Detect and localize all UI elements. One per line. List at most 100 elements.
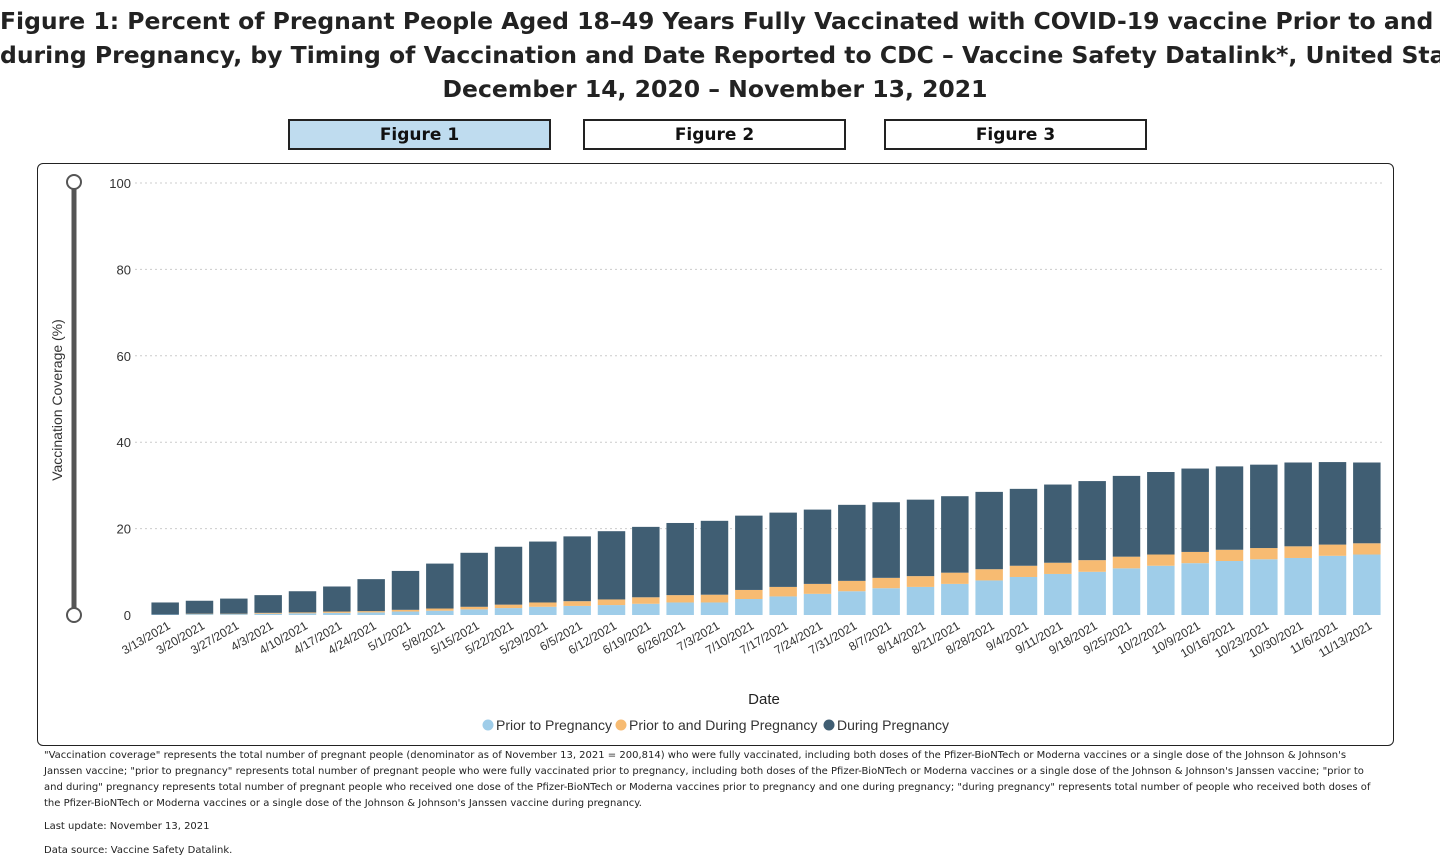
bar-prior-to-pregnancy[interactable] (323, 612, 351, 615)
bar-prior-and-during-pregnancy[interactable] (838, 580, 866, 592)
bar-prior-and-during-pregnancy[interactable] (494, 604, 523, 609)
bar-during-pregnancy[interactable] (426, 563, 454, 609)
bar-prior-to-pregnancy[interactable] (288, 613, 317, 615)
bar-prior-and-during-pregnancy[interactable] (1112, 556, 1141, 569)
bar-during-pregnancy[interactable] (735, 515, 763, 590)
bar-prior-to-pregnancy[interactable] (1284, 557, 1312, 615)
bar-during-pregnancy[interactable] (700, 520, 729, 595)
bar-prior-and-during-pregnancy[interactable] (1353, 543, 1381, 555)
bar-prior-to-pregnancy[interactable] (838, 591, 866, 615)
bar-prior-and-during-pregnancy[interactable] (563, 601, 591, 606)
bar-prior-and-during-pregnancy[interactable] (1284, 546, 1312, 558)
bar-prior-and-during-pregnancy[interactable] (288, 612, 317, 614)
bar-prior-and-during-pregnancy[interactable] (632, 597, 660, 604)
bar-during-pregnancy[interactable] (1078, 481, 1106, 561)
bar-during-pregnancy[interactable] (288, 591, 317, 613)
bar-prior-to-pregnancy[interactable] (1147, 565, 1175, 615)
bar-prior-and-during-pregnancy[interactable] (460, 606, 488, 610)
bar-prior-and-during-pregnancy[interactable] (254, 612, 282, 614)
bar-prior-and-during-pregnancy[interactable] (426, 608, 454, 611)
bar-during-pregnancy[interactable] (1284, 462, 1312, 547)
bar-during-pregnancy[interactable] (494, 546, 523, 605)
bar-prior-to-pregnancy[interactable] (1044, 573, 1072, 615)
bar-prior-to-pregnancy[interactable] (1078, 571, 1106, 615)
bar-prior-to-pregnancy[interactable] (941, 583, 969, 615)
bar-during-pregnancy[interactable] (769, 512, 797, 587)
bar-prior-to-pregnancy[interactable] (632, 603, 660, 615)
bar-during-pregnancy[interactable] (1353, 462, 1381, 544)
bar-prior-to-pregnancy[interactable] (769, 596, 797, 615)
bar-during-pregnancy[interactable] (1181, 468, 1209, 552)
bar-during-pregnancy[interactable] (254, 595, 282, 613)
bar-during-pregnancy[interactable] (975, 491, 1003, 570)
bar-during-pregnancy[interactable] (906, 499, 935, 577)
bar-during-pregnancy[interactable] (185, 600, 214, 614)
bar-during-pregnancy[interactable] (1112, 475, 1141, 557)
bar-prior-and-during-pregnancy[interactable] (700, 594, 729, 603)
bar-prior-to-pregnancy[interactable] (597, 605, 626, 615)
bar-prior-to-pregnancy[interactable] (975, 580, 1003, 615)
bar-prior-and-during-pregnancy[interactable] (941, 572, 969, 584)
bar-prior-to-pregnancy[interactable] (1181, 563, 1209, 615)
bar-prior-and-during-pregnancy[interactable] (906, 576, 935, 587)
bar-prior-to-pregnancy[interactable] (872, 588, 900, 615)
bar-prior-to-pregnancy[interactable] (666, 602, 694, 615)
bar-during-pregnancy[interactable] (632, 526, 660, 598)
bar-prior-and-during-pregnancy[interactable] (529, 602, 557, 607)
bar-during-pregnancy[interactable] (1044, 484, 1072, 563)
bar-during-pregnancy[interactable] (151, 602, 179, 615)
bar-prior-to-pregnancy[interactable] (735, 599, 763, 615)
legend-item-during[interactable]: During Pregnancy (823, 717, 950, 733)
bar-during-pregnancy[interactable] (1318, 462, 1347, 545)
bar-during-pregnancy[interactable] (460, 552, 488, 607)
bar-prior-and-during-pregnancy[interactable] (1318, 544, 1347, 556)
bar-prior-to-pregnancy[interactable] (529, 606, 557, 615)
tab-figure-1[interactable]: Figure 1 (288, 119, 551, 150)
bar-during-pregnancy[interactable] (1147, 472, 1175, 555)
bar-prior-to-pregnancy[interactable] (1112, 568, 1141, 615)
bar-prior-to-pregnancy[interactable] (185, 614, 214, 615)
legend-item-prior-and-during[interactable]: Prior to and During Pregnancy (615, 717, 818, 733)
bar-prior-to-pregnancy[interactable] (700, 602, 729, 615)
bar-during-pregnancy[interactable] (1250, 464, 1278, 549)
tab-figure-2[interactable]: Figure 2 (583, 119, 846, 150)
bar-prior-and-during-pregnancy[interactable] (357, 611, 385, 613)
bar-prior-and-during-pregnancy[interactable] (1009, 565, 1038, 577)
bar-prior-to-pregnancy[interactable] (563, 605, 591, 615)
bar-during-pregnancy[interactable] (323, 586, 351, 612)
bar-prior-and-during-pregnancy[interactable] (1147, 554, 1175, 566)
bar-during-pregnancy[interactable] (941, 496, 969, 573)
bar-prior-and-during-pregnancy[interactable] (803, 583, 832, 594)
bar-prior-to-pregnancy[interactable] (391, 611, 420, 615)
bar-during-pregnancy[interactable] (220, 598, 248, 614)
tab-figure-3[interactable]: Figure 3 (884, 119, 1147, 150)
bar-prior-to-pregnancy[interactable] (220, 614, 248, 615)
bar-prior-and-during-pregnancy[interactable] (1215, 549, 1244, 561)
bar-prior-to-pregnancy[interactable] (1353, 554, 1381, 615)
bar-prior-to-pregnancy[interactable] (1009, 576, 1038, 615)
bar-prior-and-during-pregnancy[interactable] (769, 586, 797, 597)
bar-prior-to-pregnancy[interactable] (494, 608, 523, 615)
bar-prior-to-pregnancy[interactable] (906, 586, 935, 615)
bar-prior-to-pregnancy[interactable] (1215, 561, 1244, 615)
bar-prior-and-during-pregnancy[interactable] (323, 611, 351, 613)
bar-prior-and-during-pregnancy[interactable] (1250, 548, 1278, 560)
bar-during-pregnancy[interactable] (391, 570, 420, 610)
bar-during-pregnancy[interactable] (1009, 488, 1038, 566)
bar-during-pregnancy[interactable] (563, 536, 591, 602)
bar-during-pregnancy[interactable] (838, 504, 866, 581)
bar-prior-and-during-pregnancy[interactable] (391, 609, 420, 612)
bar-during-pregnancy[interactable] (357, 579, 385, 612)
bar-prior-to-pregnancy[interactable] (426, 610, 454, 615)
bar-prior-to-pregnancy[interactable] (357, 612, 385, 615)
bar-prior-and-during-pregnancy[interactable] (666, 595, 694, 603)
bar-during-pregnancy[interactable] (803, 509, 832, 584)
bar-during-pregnancy[interactable] (666, 522, 694, 596)
bar-prior-and-during-pregnancy[interactable] (597, 599, 626, 606)
bar-during-pregnancy[interactable] (1215, 466, 1244, 550)
bar-prior-and-during-pregnancy[interactable] (1078, 560, 1106, 572)
bar-during-pregnancy[interactable] (529, 541, 557, 603)
bar-prior-to-pregnancy[interactable] (460, 609, 488, 615)
bar-prior-and-during-pregnancy[interactable] (1044, 562, 1072, 574)
bar-prior-to-pregnancy[interactable] (1318, 555, 1347, 615)
